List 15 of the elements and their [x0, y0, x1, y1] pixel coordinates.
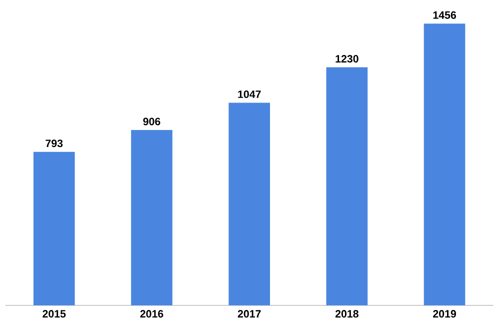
data-label: 906	[143, 118, 160, 126]
data-label: 1456	[433, 11, 456, 19]
data-label: 1047	[238, 90, 261, 98]
x-tick-label: 2015	[42, 310, 66, 318]
x-tick-label: 2018	[335, 310, 358, 318]
bar	[131, 130, 172, 306]
x-tick-label: 2019	[433, 310, 456, 318]
bar	[228, 102, 270, 306]
x-tick-label: 2017	[238, 310, 261, 318]
data-label: 793	[46, 140, 63, 148]
bar	[33, 152, 75, 306]
x-tick-label: 2016	[140, 310, 164, 318]
bar	[326, 67, 368, 306]
bar	[424, 24, 466, 306]
data-label: 1230	[336, 55, 358, 63]
